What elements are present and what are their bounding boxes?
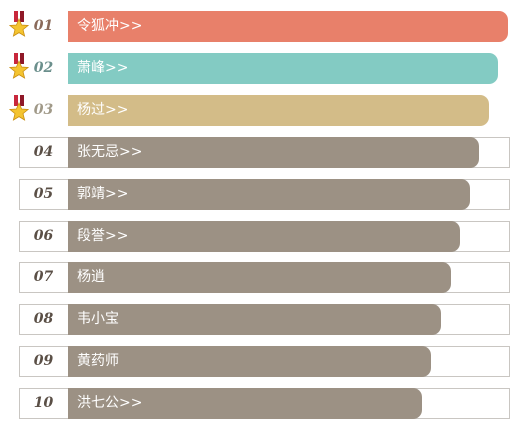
rank-bar[interactable]: 洪七公>> [68, 388, 422, 420]
rank-bar[interactable]: 段誉>> [68, 220, 461, 252]
rank-bar[interactable]: 郭靖>> [68, 178, 470, 210]
rank-name-link[interactable]: 萧峰>> [77, 59, 129, 76]
rank-number: 08 [33, 311, 54, 328]
rank-number: 01 [33, 18, 54, 34]
rank-number: 06 [33, 227, 54, 244]
rank-number: 03 [33, 101, 54, 118]
rank-name-link[interactable]: 郭靖>> [77, 185, 129, 202]
medal-icon [8, 94, 30, 121]
rank-bar[interactable]: 杨逍 [68, 262, 451, 294]
rank-row-03[interactable]: 03 杨过>> [19, 94, 510, 126]
rank-bar[interactable]: 萧峰>> [68, 52, 499, 84]
rank-number: 05 [33, 185, 54, 202]
rank-row-07[interactable]: 07 杨逍 [19, 262, 510, 294]
rank-bar[interactable]: 杨过>> [68, 94, 489, 126]
rank-name-link[interactable]: 韦小宝 [77, 311, 119, 328]
rank-number: 07 [33, 269, 54, 286]
medal-icon [8, 11, 30, 37]
rank-row-09[interactable]: 09 黄药师 [19, 346, 510, 378]
rank-bar[interactable]: 韦小宝 [68, 304, 442, 336]
rank-bar[interactable]: 黄药师 [68, 346, 432, 378]
rank-row-05[interactable]: 05 郭靖>> [19, 178, 510, 210]
medal-icon [8, 52, 30, 79]
rank-bar[interactable]: 张无忌>> [68, 136, 480, 168]
rank-name-link[interactable]: 段誉>> [77, 227, 129, 244]
rank-row-08[interactable]: 08 韦小宝 [19, 304, 510, 336]
rank-name-link[interactable]: 洪七公>> [77, 395, 143, 412]
rank-row-04[interactable]: 04 张无忌>> [19, 136, 510, 168]
rank-row-02[interactable]: 02 萧峰>> [19, 52, 510, 84]
rank-name-link[interactable]: 杨逍 [77, 269, 105, 286]
rank-row-01[interactable]: 01 令狐冲>> [19, 11, 510, 42]
rank-number: 09 [33, 353, 54, 370]
rank-name-link[interactable]: 黄药师 [77, 353, 119, 370]
rank-number: 04 [33, 143, 54, 160]
rank-name-link[interactable]: 张无忌>> [77, 143, 143, 160]
rank-bar[interactable]: 令狐冲>> [68, 11, 508, 42]
rank-name-link[interactable]: 杨过>> [77, 101, 129, 118]
rank-number: 02 [33, 59, 54, 76]
rank-row-06[interactable]: 06 段誉>> [19, 220, 510, 252]
rank-number: 10 [33, 395, 54, 412]
rank-row-10[interactable]: 10 洪七公>> [19, 388, 510, 420]
rank-name-link[interactable]: 令狐冲>> [77, 18, 143, 34]
